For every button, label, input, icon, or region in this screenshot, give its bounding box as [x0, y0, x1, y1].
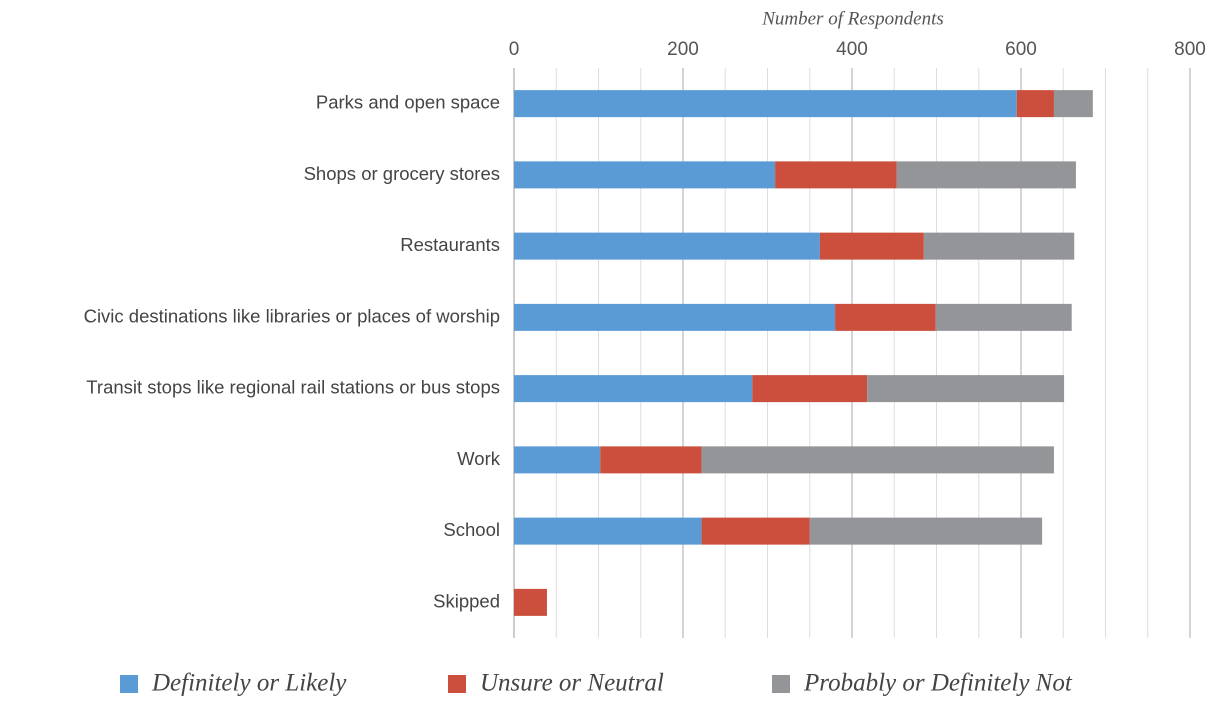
bar-segment	[514, 375, 753, 403]
bar-segment	[752, 375, 868, 403]
bar-segment	[835, 303, 936, 331]
bar-segment	[514, 517, 702, 545]
bar-segment	[701, 446, 1054, 474]
y-tick-label: Transit stops like regional rail station…	[86, 377, 500, 398]
legend-label: Definitely or Likely	[151, 670, 347, 697]
x-tick-label: 800	[1174, 39, 1206, 60]
x-tick-label: 0	[509, 39, 520, 60]
y-tick-label: Shops or grocery stores	[304, 163, 500, 184]
x-tick-label: 600	[1005, 39, 1037, 60]
bar-segment	[1053, 90, 1093, 118]
bar-segment	[514, 303, 836, 331]
y-tick-label: Work	[457, 448, 501, 469]
y-tick-label: School	[443, 519, 500, 540]
legend-swatch	[120, 675, 138, 693]
bar-segment	[514, 588, 547, 616]
bar-segment	[923, 232, 1075, 260]
bar-segment	[514, 161, 776, 189]
x-axis-title: Number of Respondents	[761, 8, 944, 29]
legend-label: Unsure or Neutral	[480, 670, 664, 697]
bar-segment	[701, 517, 810, 545]
legend-swatch	[772, 675, 790, 693]
legend-label: Probably or Definitely Not	[803, 670, 1073, 697]
bar-segment	[809, 517, 1043, 545]
y-tick-label: Skipped	[433, 590, 500, 611]
bar-segment	[514, 446, 601, 474]
bar-segment	[867, 375, 1065, 403]
legend-swatch	[448, 675, 466, 693]
bar-segment	[1016, 90, 1054, 118]
y-tick-label: Parks and open space	[316, 92, 500, 113]
x-tick-label: 400	[836, 39, 868, 60]
x-tick-label: 200	[667, 39, 699, 60]
bar-segment	[600, 446, 702, 474]
bar-segment	[514, 232, 820, 260]
y-tick-label: Civic destinations like libraries or pla…	[84, 305, 500, 326]
bar-segment	[775, 161, 897, 189]
bar-segment	[896, 161, 1076, 189]
bar-segment	[935, 303, 1072, 331]
y-tick-label: Restaurants	[400, 234, 500, 255]
bar-segment	[819, 232, 924, 260]
bar-segment	[514, 90, 1017, 118]
